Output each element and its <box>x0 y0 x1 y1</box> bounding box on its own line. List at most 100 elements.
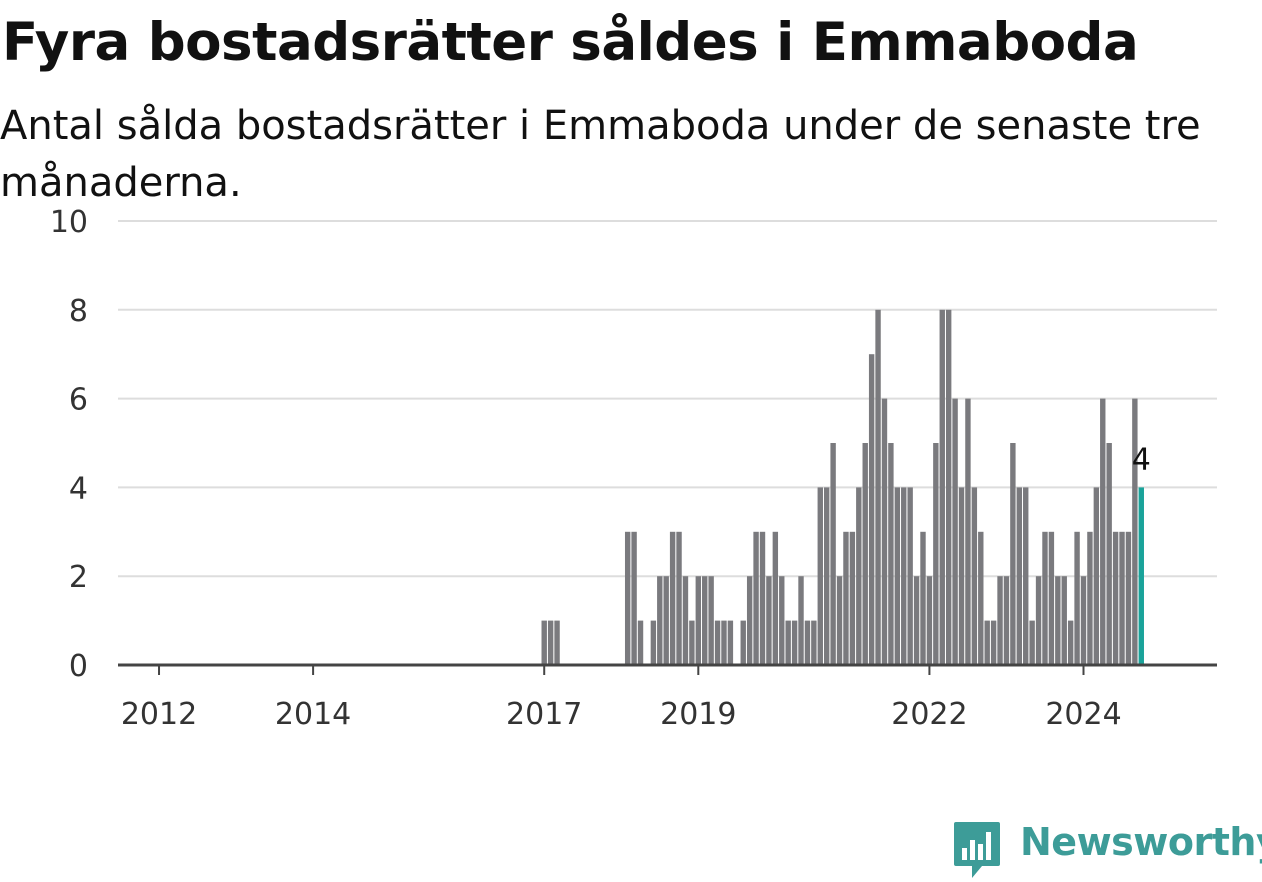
x-tick-label: 2024 <box>1045 697 1121 732</box>
bar <box>650 620 657 665</box>
bar <box>926 576 933 665</box>
bar <box>1042 531 1048 665</box>
gridlines <box>118 220 1217 578</box>
bar <box>881 398 888 665</box>
bar <box>939 309 945 665</box>
bar <box>740 620 746 665</box>
bar <box>708 576 714 665</box>
bar <box>907 487 913 665</box>
bar <box>637 620 644 665</box>
bar <box>1055 576 1061 665</box>
bar <box>945 309 952 665</box>
bar-highlight <box>1138 487 1144 665</box>
bar <box>875 309 881 665</box>
bar <box>830 443 836 665</box>
bar-chart: 0 2 4 6 8 10 2012 2014 2017 2019 2022 2024 4 <box>50 205 1217 732</box>
bar <box>1087 531 1093 665</box>
x-tick-label: 2017 <box>506 697 582 732</box>
bar <box>1112 531 1119 665</box>
bar <box>1023 487 1029 665</box>
bar <box>843 531 849 665</box>
bar <box>1080 576 1087 665</box>
bar <box>958 487 965 665</box>
bar <box>669 531 676 665</box>
bar <box>1035 576 1042 665</box>
bar <box>990 620 997 665</box>
bar <box>1061 576 1067 665</box>
bar <box>785 620 791 665</box>
bar <box>1067 620 1074 665</box>
bar <box>554 620 560 665</box>
highlight-bar-value-label: 4 <box>1132 442 1151 477</box>
x-tick-label: 2022 <box>891 697 967 732</box>
bar <box>824 487 830 665</box>
y-tick-label: 10 <box>50 205 88 240</box>
brand-name: Newsworthy <box>1020 820 1262 864</box>
bar <box>984 620 990 665</box>
bar <box>965 398 971 665</box>
bar <box>753 531 759 665</box>
bar <box>836 576 843 665</box>
bar <box>663 576 669 665</box>
bar <box>721 620 727 665</box>
bar <box>894 487 901 665</box>
bar <box>971 487 978 665</box>
bar <box>1029 620 1035 665</box>
y-axis-ticks: 0 2 4 6 8 10 <box>50 205 88 684</box>
bar <box>997 576 1003 665</box>
bar <box>779 576 785 665</box>
bar <box>702 576 708 665</box>
bar <box>682 576 689 665</box>
bar <box>695 576 701 665</box>
bar <box>913 576 920 665</box>
bar <box>759 531 766 665</box>
bar <box>856 487 862 665</box>
bar <box>849 531 856 665</box>
bar <box>798 576 804 665</box>
bar <box>933 443 939 665</box>
y-tick-label: 2 <box>69 560 88 595</box>
bar <box>1119 531 1125 665</box>
y-tick-label: 8 <box>69 294 88 329</box>
bar <box>1010 443 1016 665</box>
bars <box>541 309 1144 665</box>
bar <box>804 620 811 665</box>
bar <box>746 576 753 665</box>
bar <box>766 576 772 665</box>
x-tick-label: 2014 <box>275 697 351 732</box>
bar <box>1100 398 1106 665</box>
bar <box>547 620 554 665</box>
newsworthy-logo-icon <box>954 822 1000 878</box>
bar <box>817 487 823 665</box>
bar <box>772 531 779 665</box>
bar <box>1016 487 1022 665</box>
x-tick-label: 2019 <box>660 697 736 732</box>
bar <box>657 576 663 665</box>
x-tick-label: 2012 <box>121 697 197 732</box>
bar <box>714 620 721 665</box>
bar <box>791 620 798 665</box>
bar <box>689 620 695 665</box>
bar <box>901 487 907 665</box>
bar <box>862 443 868 665</box>
bar <box>978 531 984 665</box>
bar <box>888 443 894 665</box>
bar <box>676 531 682 665</box>
bar <box>1074 531 1080 665</box>
bar <box>1106 443 1112 665</box>
bar <box>868 354 875 665</box>
bar <box>952 398 958 665</box>
x-axis-ticks: 2012 2014 2017 2019 2022 2024 <box>121 665 1122 732</box>
y-tick-label: 0 <box>69 649 88 684</box>
chart-title: Fyra bostadsrätter såldes i Emmaboda <box>2 12 1139 73</box>
bar <box>1003 576 1010 665</box>
bar <box>1132 398 1138 665</box>
y-tick-label: 6 <box>69 383 88 418</box>
bar <box>811 620 817 665</box>
bar <box>631 531 637 665</box>
bar <box>541 620 547 665</box>
bar <box>1048 531 1055 665</box>
bar <box>920 531 926 665</box>
y-tick-label: 4 <box>69 471 88 506</box>
bar <box>1125 531 1132 665</box>
